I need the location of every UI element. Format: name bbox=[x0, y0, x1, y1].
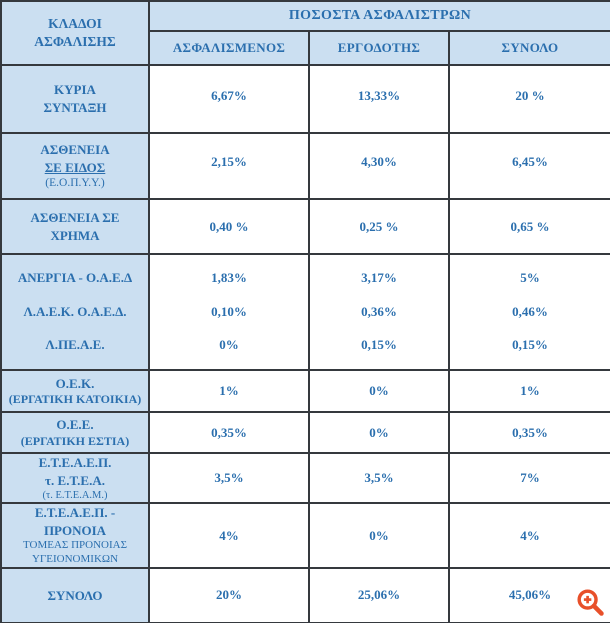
cell-employer: 3,17% bbox=[361, 270, 397, 285]
row-label: ΣΥΝΟΛΟ bbox=[47, 587, 103, 603]
cell-insured: 0,40 % bbox=[209, 218, 249, 234]
cell-insured: 6,67% bbox=[211, 88, 247, 103]
row-label: Ο.Ε.Ε. bbox=[56, 417, 94, 433]
row-label: ΑΣΘΕΝΕΙΑ ΣΕ ΧΡΗΜΑ bbox=[30, 209, 120, 243]
table-row-eteaep-etea: Ε.Τ.Ε.Α.Ε.Π. τ. Ε.Τ.Ε.Α. (τ. Ε.Τ.Ε.Α.Μ.)… bbox=[0, 451, 610, 505]
table-row-oee: Ο.Ε.Ε. (ΕΡΓΑΤΙΚΗ ΕΣΤΙΑ) 0,35% 0% 0,35% bbox=[0, 411, 610, 454]
cell-total: 0,15% bbox=[512, 337, 548, 352]
cell-total: 0,65 % bbox=[510, 218, 550, 234]
sub-row-label-laek: Λ.Α.Ε.Κ. Ο.Α.Ε.Δ. bbox=[23, 303, 127, 319]
cell-total: 4% bbox=[520, 527, 540, 543]
zoom-in-magnifier-icon bbox=[574, 589, 606, 621]
table-row-eteaep-pronoia: Ε.Τ.Ε.Α.Ε.Π. - ΠΡΟΝΟΙΑ ΤΟΜΕΑΣ ΠΡΟΝΟΙΑΣ Υ… bbox=[0, 502, 610, 569]
cell-employer: 0,36% bbox=[361, 303, 397, 319]
cell-total: 45,06% bbox=[508, 587, 552, 603]
corner-header-klado-asfalisis: ΚΛΑΔΟΙ ΑΣΦΑΛΙΣΗΣ bbox=[0, 0, 150, 66]
cell-employer: 0,25 % bbox=[359, 218, 399, 234]
row-note: ΤΟΜΕΑΣ ΠΡΟΝΟΙΑΣ ΥΓΕΙΟΝΟΜΙΚΩΝ bbox=[23, 539, 127, 566]
cell-employer: 0% bbox=[369, 424, 389, 440]
zoom-in-button[interactable] bbox=[574, 586, 606, 618]
group-header-posota-asfalistron: ΠΟΣΟΣΤΑ ΑΣΦΑΛΙΣΤΡΩΝ bbox=[147, 0, 610, 32]
row-note: (Ε.Ο.Π.Υ.Υ.) bbox=[45, 177, 105, 190]
cell-insured: 0% bbox=[219, 337, 239, 352]
cell-insured: 1% bbox=[219, 383, 239, 398]
row-label-underlined: ΣΕ ΕΙΔΟΣ bbox=[44, 159, 106, 175]
col-header-insured: ΑΣΦΑΛΙΣΜΕΝΟΣ bbox=[148, 30, 310, 66]
sub-row-label-anergia: ΑΝΕΡΓΙΑ - Ο.Α.Ε.Δ bbox=[17, 270, 133, 285]
cell-employer: 0% bbox=[369, 383, 389, 398]
row-label: Ε.Τ.Ε.Α.Ε.Π. τ. Ε.Τ.Ε.Α. bbox=[38, 455, 112, 488]
cell-insured: 0,35% bbox=[211, 424, 247, 440]
cell-employer: 4,30% bbox=[361, 154, 397, 169]
row-label: Ε.Τ.Ε.Α.Ε.Π. - ΠΡΟΝΟΙΑ bbox=[34, 505, 116, 538]
cell-total: 0,46% bbox=[512, 303, 548, 319]
cell-employer: 25,06% bbox=[357, 587, 401, 603]
cell-employer: 13,33% bbox=[357, 88, 401, 103]
cell-total: 1% bbox=[520, 383, 540, 398]
table-row-astheneia-se-xrima: ΑΣΘΕΝΕΙΑ ΣΕ ΧΡΗΜΑ 0,40 % 0,25 % 0,65 % bbox=[0, 198, 610, 255]
table-row-synolo: ΣΥΝΟΛΟ 20% 25,06% 45,06% bbox=[0, 566, 610, 623]
table-row-astheneia-se-eidos: ΑΣΘΕΝΕΙΑ ΣΕ ΕΙΔΟΣ (Ε.Ο.Π.Υ.Υ.) 2,15% 4,3… bbox=[0, 132, 610, 200]
table-row-anergia-block: ΑΝΕΡΓΙΑ - Ο.Α.Ε.Δ Λ.Α.Ε.Κ. Ο.Α.Ε.Δ. Λ.ΠΕ… bbox=[0, 253, 610, 371]
cell-insured: 3,5% bbox=[214, 470, 244, 486]
cell-total: 7% bbox=[520, 470, 540, 486]
cell-total: 6,45% bbox=[512, 154, 548, 169]
col-header-total: ΣΥΝΟΛΟ bbox=[447, 30, 610, 66]
cell-employer: 0,15% bbox=[361, 337, 397, 352]
row-note: (ΕΡΓΑΤΙΚΗ ΕΣΤΙΑ) bbox=[20, 433, 130, 448]
row-label: Ο.Ε.Κ. bbox=[55, 375, 95, 391]
cell-insured: 2,15% bbox=[211, 154, 247, 169]
row-label: ΚΥΡΙΑ ΣΥΝΤΑΞΗ bbox=[43, 82, 107, 115]
row-note: (ΕΡΓΑΤΙΚΗ ΚΑΤΟΙΚΙΑ) bbox=[8, 392, 142, 407]
cell-total: 0,35% bbox=[512, 424, 548, 440]
cell-insured: 1,83% bbox=[211, 270, 247, 285]
cell-employer: 0% bbox=[369, 527, 389, 543]
col-header-employer: ΕΡΓΟΔΟΤΗΣ bbox=[308, 30, 450, 66]
sub-row-label-lpeae: Λ.ΠΕ.Α.Ε. bbox=[45, 337, 105, 352]
cell-total: 5% bbox=[520, 270, 540, 285]
cell-insured: 0,10% bbox=[211, 303, 247, 319]
row-note: (τ. Ε.Τ.Ε.Α.Μ.) bbox=[42, 490, 108, 502]
table-row-oek: Ο.Ε.Κ. (ΕΡΓΑΤΙΚΗ ΚΑΤΟΙΚΙΑ) 1% 0% 1% bbox=[0, 369, 610, 413]
cell-employer: 3,5% bbox=[364, 470, 394, 486]
row-label: ΑΣΘΕΝΕΙΑ bbox=[40, 141, 110, 157]
cell-total: 20 % bbox=[515, 88, 545, 103]
cell-insured: 20% bbox=[216, 587, 242, 603]
table-row-kyria-syntaxi: ΚΥΡΙΑ ΣΥΝΤΑΞΗ 6,67% 13,33% 20 % bbox=[0, 64, 610, 134]
cell-insured: 4% bbox=[219, 527, 239, 543]
